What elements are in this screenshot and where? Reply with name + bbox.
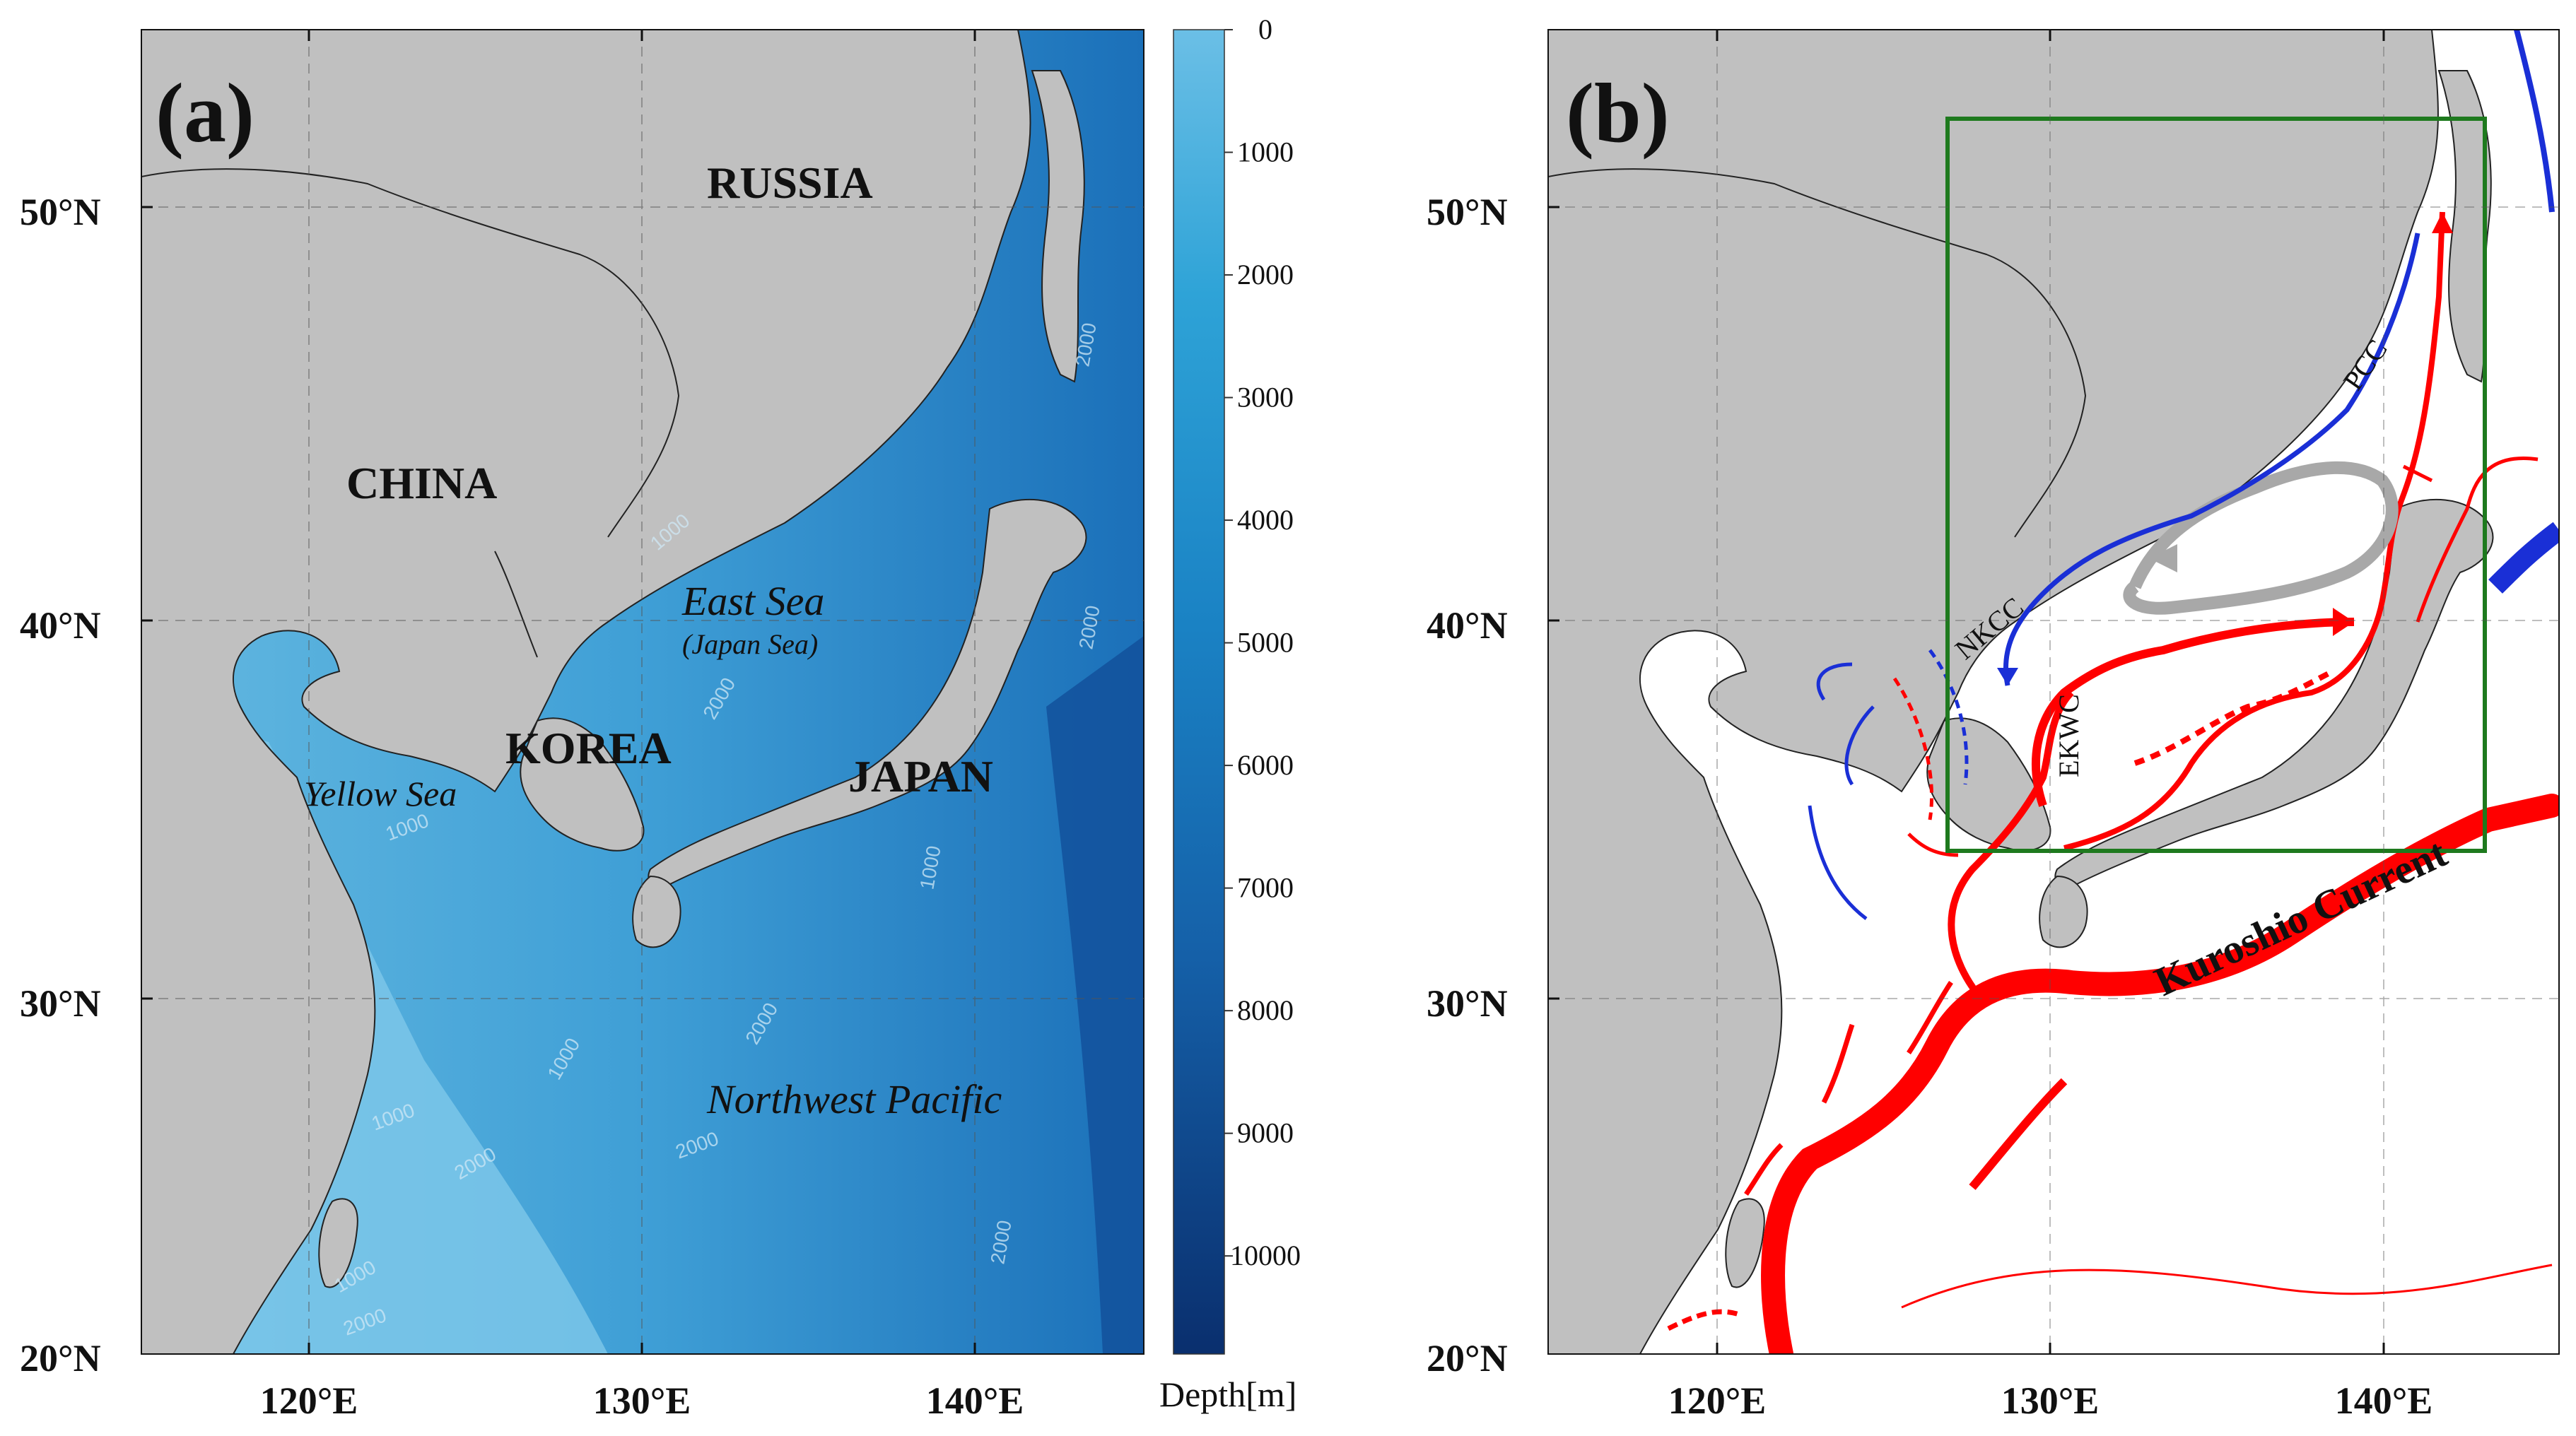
panel-b-map: (b) PCC NKCC EKWC Kuroshio Current 50°N … xyxy=(1427,29,2560,1422)
panel-b-lat-label: 20°N xyxy=(1427,1337,1508,1379)
panel-b-land-kyushu xyxy=(2039,875,2088,948)
yellow-sea-warm-path xyxy=(1892,677,1933,820)
label-russia: RUSSIA xyxy=(707,158,873,208)
panel-b-lon-label: 140°E xyxy=(2335,1379,2433,1422)
yellow-sea-cold-path-a xyxy=(1844,705,1875,786)
panel-b-lon-label: 120°E xyxy=(1668,1379,1767,1422)
subtropical-path xyxy=(1901,1264,2553,1309)
colorbar-title: Depth[m] xyxy=(1159,1375,1296,1414)
ecs-dashed-south xyxy=(1667,1309,1740,1331)
colorbar-tick-label: 8000 xyxy=(1237,994,1294,1026)
panel-a-land-sakhalin xyxy=(1031,70,1085,383)
ecs-arrow-4 xyxy=(1969,1078,2068,1190)
panel-a-lon-label: 120°E xyxy=(260,1379,358,1422)
colorbar-tick-label: 7000 xyxy=(1237,872,1294,904)
panel-b-land-taiwan xyxy=(1725,1198,1765,1288)
panel-b-ticks xyxy=(1548,30,2385,1354)
ecs-arrow-2 xyxy=(1907,981,1953,1054)
label-northwest-pacific: Northwest Pacific xyxy=(706,1076,1002,1122)
label-ekwc: EKWC xyxy=(2053,694,2085,777)
ecs-arrow-1 xyxy=(1821,1023,1855,1104)
gyre-arrowhead xyxy=(2149,544,2177,572)
panel-b-lat-label: 30°N xyxy=(1427,982,1508,1025)
soya-branch xyxy=(2402,464,2433,483)
panel-a-lon-label: 130°E xyxy=(593,1379,691,1422)
label-japan: JAPAN xyxy=(848,751,993,801)
label-yellow-sea: Yellow Sea xyxy=(304,774,457,813)
panel-b-graticule xyxy=(1548,30,2559,1354)
panel-b-border xyxy=(1548,168,2087,538)
panel-a-map: 2000 1000 2000 1000 2000 1000 1000 2000 … xyxy=(20,29,1144,1422)
panel-b-land-asia xyxy=(1548,30,2439,1354)
panel-a-land-japan xyxy=(648,498,1087,887)
depth-colorbar: 0 1000 2000 3000 4000 5000 6000 7000 8000 9000 100… xyxy=(1159,13,1301,1414)
panel-a-trench xyxy=(1046,636,1144,1354)
panel-a-border-nk xyxy=(494,551,538,658)
panel-a-land-kyushu xyxy=(632,875,681,948)
offshore-dashed-path xyxy=(2133,669,2334,766)
panel-a-graticule xyxy=(141,30,1144,1354)
ekwc-path xyxy=(2032,618,2355,807)
korea-coastal-path xyxy=(1928,649,1969,785)
panel-b-lat-label: 50°N xyxy=(1427,191,1508,233)
label-korea: KOREA xyxy=(505,723,672,773)
panel-a-ticks xyxy=(141,30,976,1354)
label-japan-sea: (Japan Sea) xyxy=(682,628,818,660)
ekwc-arrowhead xyxy=(2333,608,2354,636)
colorbar-tick-label: 3000 xyxy=(1237,382,1294,413)
panel-a-lat-label: 40°N xyxy=(20,604,101,647)
panel-a-lon-label: 140°E xyxy=(926,1379,1024,1422)
panel-b-land-japan xyxy=(2054,498,2494,887)
study-area-box xyxy=(1945,117,2487,853)
ys-branch xyxy=(1907,832,1959,857)
tsushima-arrowhead xyxy=(2432,212,2453,233)
tsushima-nearshore-path xyxy=(2063,211,2445,851)
nkcc-arrowhead xyxy=(1997,668,2018,685)
colorbar-tick-label: 6000 xyxy=(1237,749,1294,781)
bohai-cold-path xyxy=(1816,662,1853,701)
colorbar-tick-label: 4000 xyxy=(1237,504,1294,536)
oyashio-path xyxy=(2514,30,2555,213)
ecs-arrow-3 xyxy=(1744,1143,1784,1196)
panel-a-land-korea xyxy=(520,717,645,852)
colorbar-tick-label: 10000 xyxy=(1230,1240,1301,1271)
label-east-sea: East Sea xyxy=(681,578,824,624)
panel-a-land-taiwan xyxy=(318,1198,358,1288)
tsugaru-path xyxy=(2416,457,2539,623)
panel-a-lat-label: 30°N xyxy=(20,982,101,1025)
colorbar-ramp xyxy=(1173,29,1225,1355)
panel-a-label: (a) xyxy=(156,66,254,160)
tsushima-current-path xyxy=(1948,690,2074,999)
panel-b-currents xyxy=(1667,30,2559,1354)
panel-b-land-sakhalin xyxy=(2437,70,2492,383)
label-china: CHINA xyxy=(346,458,497,508)
colorbar-ticks: 0 1000 2000 3000 4000 5000 6000 7000 8000 9000 100… xyxy=(1224,13,1301,1271)
panel-a-border-russia-china xyxy=(141,168,680,538)
colorbar-tick-label: 5000 xyxy=(1237,627,1294,659)
panel-b-lon-label: 130°E xyxy=(2001,1379,2100,1422)
nkcc-path xyxy=(2003,233,2420,686)
colorbar-tick-label: 0 xyxy=(1258,13,1272,45)
panel-b-label: (b) xyxy=(1566,66,1670,160)
panel-b-lat-label: 40°N xyxy=(1427,604,1508,647)
colorbar-tick-label: 1000 xyxy=(1237,136,1294,168)
oyashio-thick-path xyxy=(2488,522,2559,594)
kuroshio-current-path xyxy=(1761,794,2559,1354)
yellow-sea-cold-path-b xyxy=(1808,805,1868,920)
panel-a-lat-label: 20°N xyxy=(20,1337,101,1379)
colorbar-tick-label: 9000 xyxy=(1237,1117,1294,1149)
colorbar-tick-label: 2000 xyxy=(1237,259,1294,290)
panel-b-frame xyxy=(1547,29,2560,1355)
panel-a-lat-label: 50°N xyxy=(20,191,101,233)
panel-a-land-asia xyxy=(141,30,1031,1354)
